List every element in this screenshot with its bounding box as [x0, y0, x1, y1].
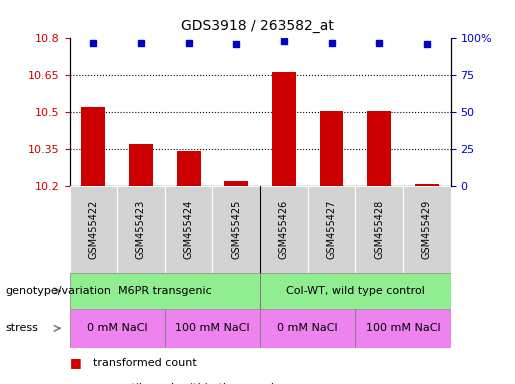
Bar [70, 186, 117, 273]
Bar [165, 309, 260, 348]
Bar [260, 273, 451, 309]
Text: GSM455427: GSM455427 [327, 200, 336, 259]
Bar [415, 184, 439, 186]
Bar [165, 186, 212, 273]
Bar [260, 309, 355, 348]
Text: 100 mM NaCl: 100 mM NaCl [175, 323, 250, 333]
Text: GSM455423: GSM455423 [136, 200, 146, 259]
Bar [117, 186, 165, 273]
Text: 100 mM NaCl: 100 mM NaCl [366, 323, 440, 333]
Text: ■: ■ [70, 356, 81, 369]
Text: percentile rank within the sample: percentile rank within the sample [93, 383, 281, 384]
Text: GSM455428: GSM455428 [374, 200, 384, 259]
Text: 0 mM NaCl: 0 mM NaCl [87, 323, 147, 333]
Text: genotype/variation: genotype/variation [5, 286, 111, 296]
Text: GSM455425: GSM455425 [231, 200, 241, 259]
Bar [70, 273, 260, 309]
Bar [355, 186, 403, 273]
Text: stress: stress [5, 323, 38, 333]
Bar [272, 72, 296, 186]
Bar [129, 144, 153, 186]
Text: GSM455422: GSM455422 [89, 200, 98, 259]
Text: M6PR transgenic: M6PR transgenic [118, 286, 212, 296]
Text: 0 mM NaCl: 0 mM NaCl [278, 323, 338, 333]
Bar [320, 111, 344, 186]
Bar [225, 181, 248, 186]
Bar [307, 186, 355, 273]
Bar [177, 151, 200, 186]
Bar [70, 309, 165, 348]
Bar [403, 186, 451, 273]
Bar [355, 309, 451, 348]
Bar [212, 186, 260, 273]
Text: Col-WT, wild type control: Col-WT, wild type control [286, 286, 425, 296]
Text: GDS3918 / 263582_at: GDS3918 / 263582_at [181, 19, 334, 33]
Text: ■: ■ [70, 381, 81, 384]
Text: transformed count: transformed count [93, 358, 196, 368]
Text: GSM455424: GSM455424 [184, 200, 194, 259]
Bar [367, 111, 391, 186]
Bar [81, 108, 105, 186]
Text: GSM455426: GSM455426 [279, 200, 289, 259]
Text: GSM455429: GSM455429 [422, 200, 432, 259]
Bar [260, 186, 308, 273]
